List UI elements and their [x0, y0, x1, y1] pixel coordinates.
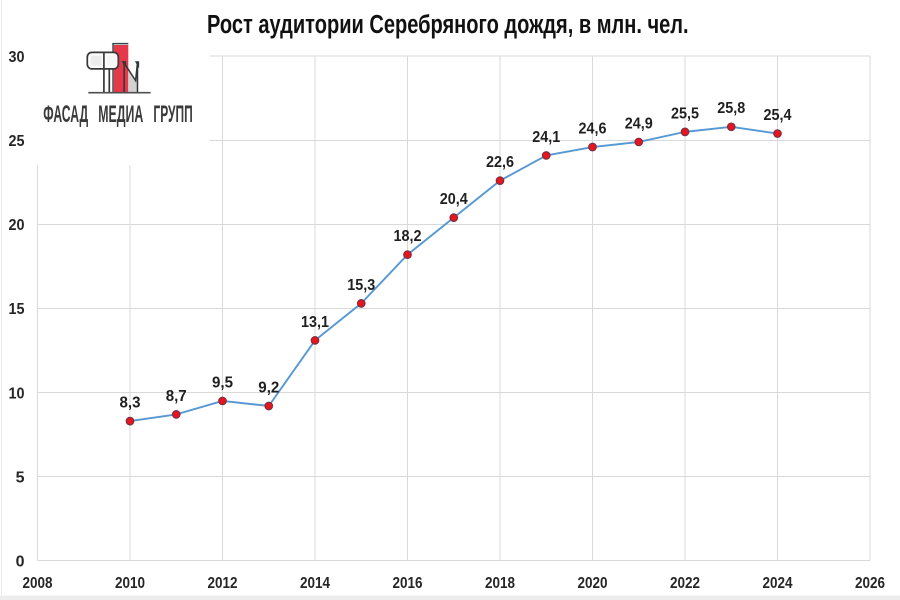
svg-text:2012: 2012 — [208, 575, 238, 592]
svg-text:20: 20 — [9, 217, 25, 234]
svg-text:Рост аудитории Серебряного дож: Рост аудитории Серебряного дождя, в млн.… — [207, 9, 689, 38]
svg-text:25,8: 25,8 — [717, 100, 745, 117]
svg-text:24,9: 24,9 — [625, 115, 653, 132]
svg-text:2014: 2014 — [300, 575, 330, 592]
svg-text:8,3: 8,3 — [120, 395, 141, 412]
svg-text:2008: 2008 — [23, 575, 53, 592]
svg-text:25,5: 25,5 — [671, 105, 699, 122]
svg-text:2026: 2026 — [855, 575, 885, 592]
svg-text:5: 5 — [16, 469, 25, 486]
svg-text:25,4: 25,4 — [764, 107, 792, 124]
svg-text:9,2: 9,2 — [258, 379, 279, 396]
svg-text:24,6: 24,6 — [579, 120, 607, 137]
svg-text:8,7: 8,7 — [166, 388, 187, 405]
svg-text:2016: 2016 — [393, 575, 423, 592]
svg-text:2022: 2022 — [670, 575, 700, 592]
svg-text:18,2: 18,2 — [394, 228, 422, 245]
svg-text:2024: 2024 — [763, 575, 793, 592]
svg-text:ФАСАД: ФАСАД — [43, 102, 88, 128]
svg-text:15,3: 15,3 — [347, 277, 375, 294]
svg-text:0: 0 — [16, 554, 25, 571]
svg-text:10: 10 — [9, 385, 25, 402]
svg-text:25: 25 — [9, 133, 25, 150]
svg-text:2018: 2018 — [485, 575, 515, 592]
svg-text:20,4: 20,4 — [440, 191, 468, 208]
svg-text:15: 15 — [9, 301, 25, 318]
svg-text:22,6: 22,6 — [486, 154, 514, 171]
svg-text:13,1: 13,1 — [301, 314, 329, 331]
svg-text:24,1: 24,1 — [532, 129, 560, 146]
svg-text:30: 30 — [9, 49, 25, 66]
svg-text:2010: 2010 — [115, 575, 145, 592]
svg-text:МЕДИА: МЕДИА — [98, 102, 143, 128]
svg-text:ГРУПП: ГРУПП — [153, 102, 192, 129]
svg-text:2020: 2020 — [578, 575, 608, 592]
svg-text:9,5: 9,5 — [212, 374, 233, 391]
